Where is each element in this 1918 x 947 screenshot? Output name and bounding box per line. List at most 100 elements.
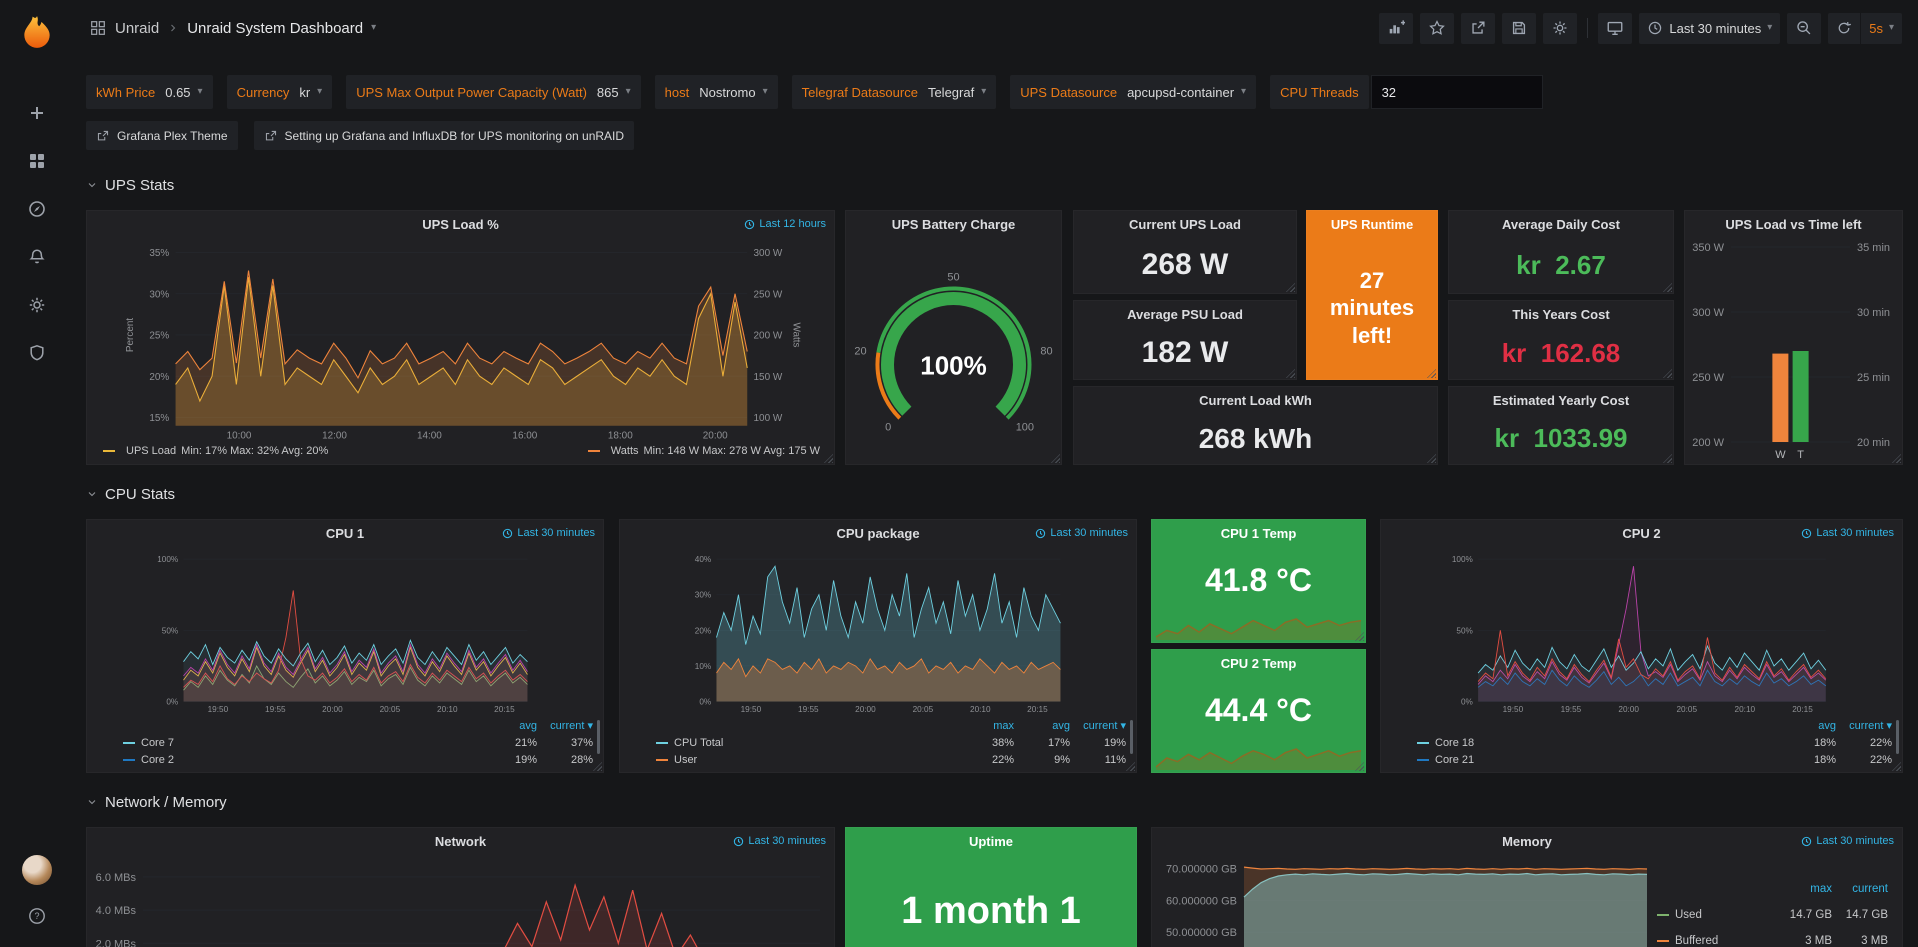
sidebar-item-server-admin[interactable] bbox=[15, 336, 59, 370]
panel-title[interactable]: CPU 1 bbox=[325, 525, 365, 541]
sidebar-item-dashboards[interactable] bbox=[15, 144, 59, 178]
panel-title[interactable]: Estimated Yearly Cost bbox=[1492, 392, 1630, 408]
cycle-view-button[interactable] bbox=[1598, 12, 1633, 44]
row-header-ups-stats[interactable]: UPS Stats bbox=[86, 172, 174, 198]
panel-title[interactable]: CPU 2 Temp bbox=[1220, 655, 1297, 671]
legend-row[interactable]: Core 18 18% 22% bbox=[1417, 734, 1892, 751]
cpu-package-chart[interactable]: 0% 10% 20% 30% 40% 19:50 19:55 20:00 20:05 20:10 2… bbox=[620, 546, 1136, 715]
network-chart[interactable]: 2.0 MBs 4.0 MBs 6.0 MBs bbox=[87, 854, 834, 947]
memory-legend[interactable]: max current Used 14.7 GB 14.7 GB Buffered 3 MB… bbox=[1657, 854, 1902, 947]
legend-sort-avg[interactable]: avg bbox=[519, 719, 537, 732]
sidebar-item-help[interactable]: ? bbox=[15, 899, 59, 933]
resize-handle[interactable] bbox=[1126, 762, 1135, 771]
legend-item[interactable]: Watts Min: 148 W Max: 278 W Avg: 175 W bbox=[587, 445, 820, 457]
dashboard-settings-button[interactable] bbox=[1543, 12, 1578, 44]
add-panel-button[interactable] bbox=[1379, 12, 1414, 44]
panel-title[interactable]: Average Daily Cost bbox=[1501, 216, 1620, 232]
legend-scrollbar[interactable] bbox=[597, 720, 600, 754]
resize-handle[interactable] bbox=[1355, 632, 1364, 641]
resize-handle[interactable] bbox=[1286, 283, 1295, 292]
resize-handle[interactable] bbox=[593, 762, 602, 771]
legend-sort-avg[interactable]: avg bbox=[1052, 719, 1070, 732]
panel-title[interactable]: Current Load kWh bbox=[1199, 392, 1312, 408]
sidebar-item-alerting[interactable] bbox=[15, 240, 59, 274]
battery-gauge[interactable]: 0 20 50 80 100 100% bbox=[846, 237, 1061, 464]
user-avatar[interactable] bbox=[15, 853, 59, 887]
row-header-cpu-stats[interactable]: CPU Stats bbox=[86, 481, 175, 507]
legend-row[interactable]: Used 14.7 GB 14.7 GB bbox=[1657, 902, 1888, 928]
panel-title[interactable]: CPU package bbox=[836, 525, 920, 541]
panel-title[interactable]: CPU 2 bbox=[1622, 525, 1661, 541]
legend-sort-avg[interactable]: avg bbox=[1818, 719, 1836, 732]
cpu2-chart[interactable]: 0% 50% 100% 19:50 19:55 20:00 20:05 20:10 20:15 bbox=[1381, 546, 1902, 715]
sidebar-item-configuration[interactable] bbox=[15, 288, 59, 322]
apps-grid-icon[interactable] bbox=[89, 19, 107, 37]
panel-title[interactable]: Average PSU Load bbox=[1127, 306, 1243, 322]
panel-title[interactable]: Uptime bbox=[968, 833, 1014, 849]
chevron-down-icon[interactable]: ▾ bbox=[371, 22, 377, 33]
legend-sort-current[interactable]: current ▾ bbox=[1083, 720, 1126, 732]
cpu-package-legend[interactable]: max avg current ▾ CPU Total 38% 17% 19% User 22%… bbox=[620, 715, 1136, 772]
panel-title[interactable]: CPU 1 Temp bbox=[1220, 525, 1297, 541]
legend-row[interactable]: Core 7 21% 37% bbox=[123, 734, 593, 751]
legend-row[interactable]: Core 2 19% 28% bbox=[123, 751, 593, 768]
star-button[interactable] bbox=[1420, 12, 1455, 44]
variable-ups-max-power[interactable]: UPS Max Output Power Capacity (Watt) 865… bbox=[346, 75, 641, 109]
legend-sort-current[interactable]: current bbox=[1852, 883, 1888, 895]
row-header-network-memory[interactable]: Network / Memory bbox=[86, 789, 227, 815]
refresh-button[interactable] bbox=[1828, 12, 1861, 44]
legend-item[interactable]: UPS Load Min: 17% Max: 32% Avg: 20% bbox=[103, 445, 328, 457]
cpu1-legend[interactable]: avg current ▾ Core 7 21% 37% Core 2 19% 28% bbox=[87, 715, 603, 772]
sidebar-item-explore[interactable] bbox=[15, 192, 59, 226]
legend-sort-current[interactable]: current ▾ bbox=[550, 720, 593, 732]
link-grafana-plex-theme[interactable]: Grafana Plex Theme bbox=[86, 121, 238, 150]
save-button[interactable] bbox=[1502, 12, 1537, 44]
legend-row[interactable]: Core 21 18% 22% bbox=[1417, 751, 1892, 768]
variable-ups-datasource[interactable]: UPS Datasource apcupsd-container ▾ bbox=[1010, 75, 1257, 109]
ups-vs-time-bar-chart[interactable]: 200 W 20 min 250 W 25 min 300 W 30 min 350 W 35… bbox=[1685, 237, 1902, 464]
resize-handle[interactable] bbox=[1286, 369, 1295, 378]
legend-sort-max[interactable]: max bbox=[1810, 883, 1832, 895]
panel-title[interactable]: UPS Load vs Time left bbox=[1725, 216, 1862, 232]
legend-scrollbar[interactable] bbox=[1130, 720, 1133, 754]
cpu-threads-input[interactable] bbox=[1370, 75, 1543, 109]
zoom-out-button[interactable] bbox=[1787, 12, 1822, 44]
panel-title[interactable]: Current UPS Load bbox=[1129, 216, 1241, 232]
resize-handle[interactable] bbox=[1051, 454, 1060, 463]
legend-scrollbar[interactable] bbox=[1896, 720, 1899, 754]
resize-handle[interactable] bbox=[1355, 762, 1364, 771]
variable-kwh-price[interactable]: kWh Price 0.65 ▾ bbox=[86, 75, 213, 109]
variable-telegraf-datasource[interactable]: Telegraf Datasource Telegraf ▾ bbox=[791, 75, 997, 109]
page-title[interactable]: Unraid System Dashboard bbox=[187, 19, 364, 37]
panel-title[interactable]: This Years Cost bbox=[1512, 306, 1610, 322]
panel-title[interactable]: UPS Battery Charge bbox=[891, 216, 1016, 232]
resize-handle[interactable] bbox=[1663, 283, 1672, 292]
cpu1-chart[interactable]: 0% 50% 100% 19:50 19:55 20:00 20:05 20:10 20:15 bbox=[87, 546, 603, 715]
memory-chart[interactable]: 50.000000 GB 60.000000 GB 70.000000 GB bbox=[1152, 854, 1657, 947]
variable-host[interactable]: host Nostromo ▾ bbox=[654, 75, 778, 109]
panel-title[interactable]: UPS Load % bbox=[422, 216, 499, 232]
share-button[interactable] bbox=[1461, 12, 1496, 44]
grafana-logo[interactable] bbox=[15, 10, 59, 54]
resize-handle[interactable] bbox=[1892, 454, 1901, 463]
resize-handle[interactable] bbox=[1663, 369, 1672, 378]
legend-row[interactable]: Buffered 3 MB 3 MB bbox=[1657, 928, 1888, 947]
legend-sort-current[interactable]: current ▾ bbox=[1849, 720, 1892, 732]
legend-row[interactable]: CPU Total 38% 17% 19% bbox=[656, 734, 1126, 751]
panel-title[interactable]: Memory bbox=[1502, 833, 1552, 849]
legend-row[interactable]: User 22% 9% 11% bbox=[656, 751, 1126, 768]
legend-sort-max[interactable]: max bbox=[993, 719, 1014, 732]
cpu2-legend[interactable]: avg current ▾ Core 18 18% 22% Core 21 18% 22% bbox=[1381, 715, 1902, 772]
resize-handle[interactable] bbox=[1663, 454, 1672, 463]
panel-title[interactable]: Network bbox=[434, 833, 487, 849]
link-ups-monitoring-guide[interactable]: Setting up Grafana and InfluxDB for UPS … bbox=[253, 121, 635, 150]
panel-title[interactable]: UPS Runtime bbox=[1330, 216, 1414, 232]
sidebar-item-create[interactable] bbox=[15, 96, 59, 130]
resize-handle[interactable] bbox=[1427, 369, 1436, 378]
refresh-interval-button[interactable]: 5s ▾ bbox=[1860, 12, 1902, 44]
resize-handle[interactable] bbox=[1892, 762, 1901, 771]
variable-currency[interactable]: Currency kr ▾ bbox=[226, 75, 333, 109]
resize-handle[interactable] bbox=[1427, 454, 1436, 463]
ups-load-chart[interactable]: 15% 100 W 20% 150 W 25% 200 W 30% 250 W 35% 300 W… bbox=[87, 237, 834, 442]
ups-load-legend[interactable]: UPS Load Min: 17% Max: 32% Avg: 20% Watts M… bbox=[87, 442, 834, 464]
